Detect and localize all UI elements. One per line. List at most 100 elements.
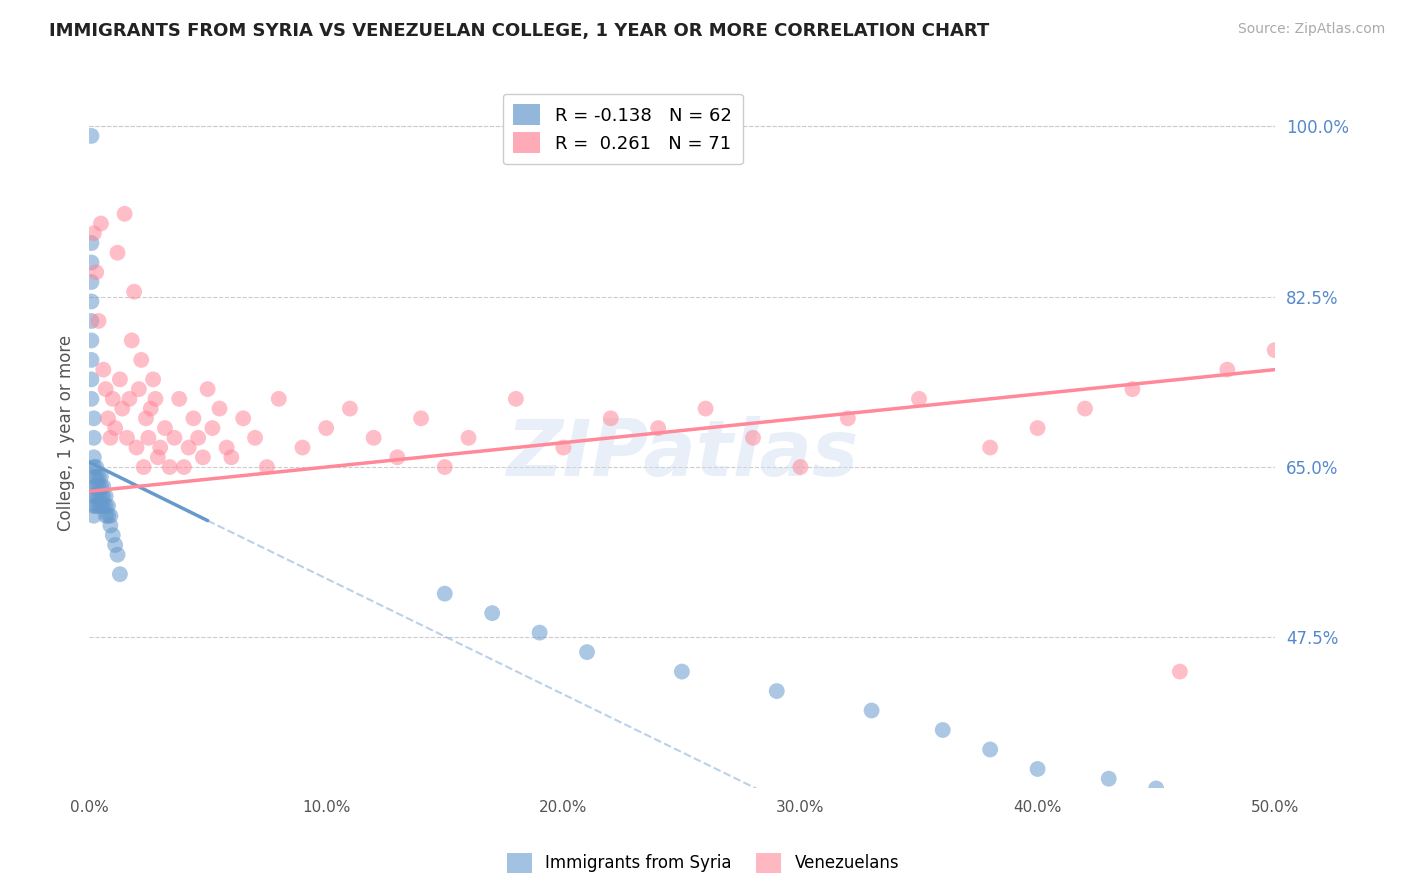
Point: [647, 421, 669, 435]
Point: [291, 441, 314, 455]
Point: [433, 587, 456, 601]
Point: [121, 334, 143, 348]
Point: [80, 334, 103, 348]
Point: [1144, 781, 1167, 796]
Point: [191, 450, 214, 465]
Point: [80, 235, 103, 250]
Point: [979, 441, 1001, 455]
Point: [146, 450, 169, 465]
Point: [83, 411, 105, 425]
Point: [125, 441, 148, 455]
Point: [80, 255, 103, 269]
Point: [1168, 791, 1191, 805]
Point: [215, 441, 238, 455]
Point: [129, 352, 152, 367]
Point: [1098, 772, 1121, 786]
Y-axis label: College, 1 year or more: College, 1 year or more: [58, 334, 75, 531]
Point: [91, 362, 114, 376]
Point: [765, 684, 787, 698]
Point: [167, 392, 190, 406]
Point: [83, 489, 105, 503]
Point: [159, 460, 181, 475]
Point: [122, 285, 145, 299]
Point: [387, 450, 409, 465]
Legend: Immigrants from Syria, Venezuelans: Immigrants from Syria, Venezuelans: [501, 847, 905, 880]
Point: [837, 411, 859, 425]
Point: [90, 499, 112, 513]
Point: [104, 538, 127, 552]
Point: [101, 392, 124, 406]
Point: [789, 460, 811, 475]
Point: [128, 382, 150, 396]
Point: [87, 469, 110, 483]
Point: [742, 431, 765, 445]
Point: [599, 411, 621, 425]
Point: [94, 508, 117, 523]
Point: [142, 372, 165, 386]
Legend: R = -0.138   N = 62, R =  0.261   N = 71: R = -0.138 N = 62, R = 0.261 N = 71: [502, 94, 742, 164]
Point: [1240, 811, 1263, 825]
Point: [860, 704, 883, 718]
Point: [908, 392, 931, 406]
Point: [90, 217, 112, 231]
Point: [91, 499, 114, 513]
Point: [87, 499, 110, 513]
Point: [104, 421, 127, 435]
Point: [87, 314, 110, 328]
Point: [83, 508, 105, 523]
Point: [481, 606, 503, 620]
Point: [114, 207, 136, 221]
Point: [83, 499, 105, 513]
Point: [145, 392, 167, 406]
Point: [91, 479, 114, 493]
Point: [173, 460, 195, 475]
Point: [979, 742, 1001, 756]
Point: [83, 460, 105, 475]
Point: [84, 265, 107, 279]
Point: [138, 431, 160, 445]
Point: [80, 128, 103, 143]
Point: [553, 441, 575, 455]
Point: [183, 411, 205, 425]
Point: [267, 392, 290, 406]
Point: [256, 460, 278, 475]
Point: [1026, 421, 1049, 435]
Point: [100, 431, 122, 445]
Point: [932, 723, 955, 737]
Point: [339, 401, 361, 416]
Point: [409, 411, 432, 425]
Point: [97, 499, 120, 513]
Point: [208, 401, 231, 416]
Text: Source: ZipAtlas.com: Source: ZipAtlas.com: [1237, 22, 1385, 37]
Point: [80, 372, 103, 386]
Point: [84, 469, 107, 483]
Point: [576, 645, 599, 659]
Point: [97, 508, 120, 523]
Point: [177, 441, 200, 455]
Point: [153, 421, 176, 435]
Point: [149, 441, 172, 455]
Point: [315, 421, 337, 435]
Point: [83, 479, 105, 493]
Point: [187, 431, 209, 445]
Point: [1216, 362, 1239, 376]
Point: [1264, 821, 1286, 835]
Point: [671, 665, 693, 679]
Text: IMMIGRANTS FROM SYRIA VS VENEZUELAN COLLEGE, 1 YEAR OR MORE CORRELATION CHART: IMMIGRANTS FROM SYRIA VS VENEZUELAN COLL…: [49, 22, 990, 40]
Point: [201, 421, 224, 435]
Point: [94, 489, 117, 503]
Point: [90, 489, 112, 503]
Point: [80, 314, 103, 328]
Point: [1264, 343, 1286, 358]
Point: [83, 431, 105, 445]
Point: [84, 460, 107, 475]
Point: [84, 479, 107, 493]
Text: ZIPatlas: ZIPatlas: [506, 417, 858, 492]
Point: [1121, 382, 1143, 396]
Point: [80, 392, 103, 406]
Point: [80, 294, 103, 309]
Point: [1074, 401, 1097, 416]
Point: [83, 450, 105, 465]
Point: [115, 431, 138, 445]
Point: [163, 431, 186, 445]
